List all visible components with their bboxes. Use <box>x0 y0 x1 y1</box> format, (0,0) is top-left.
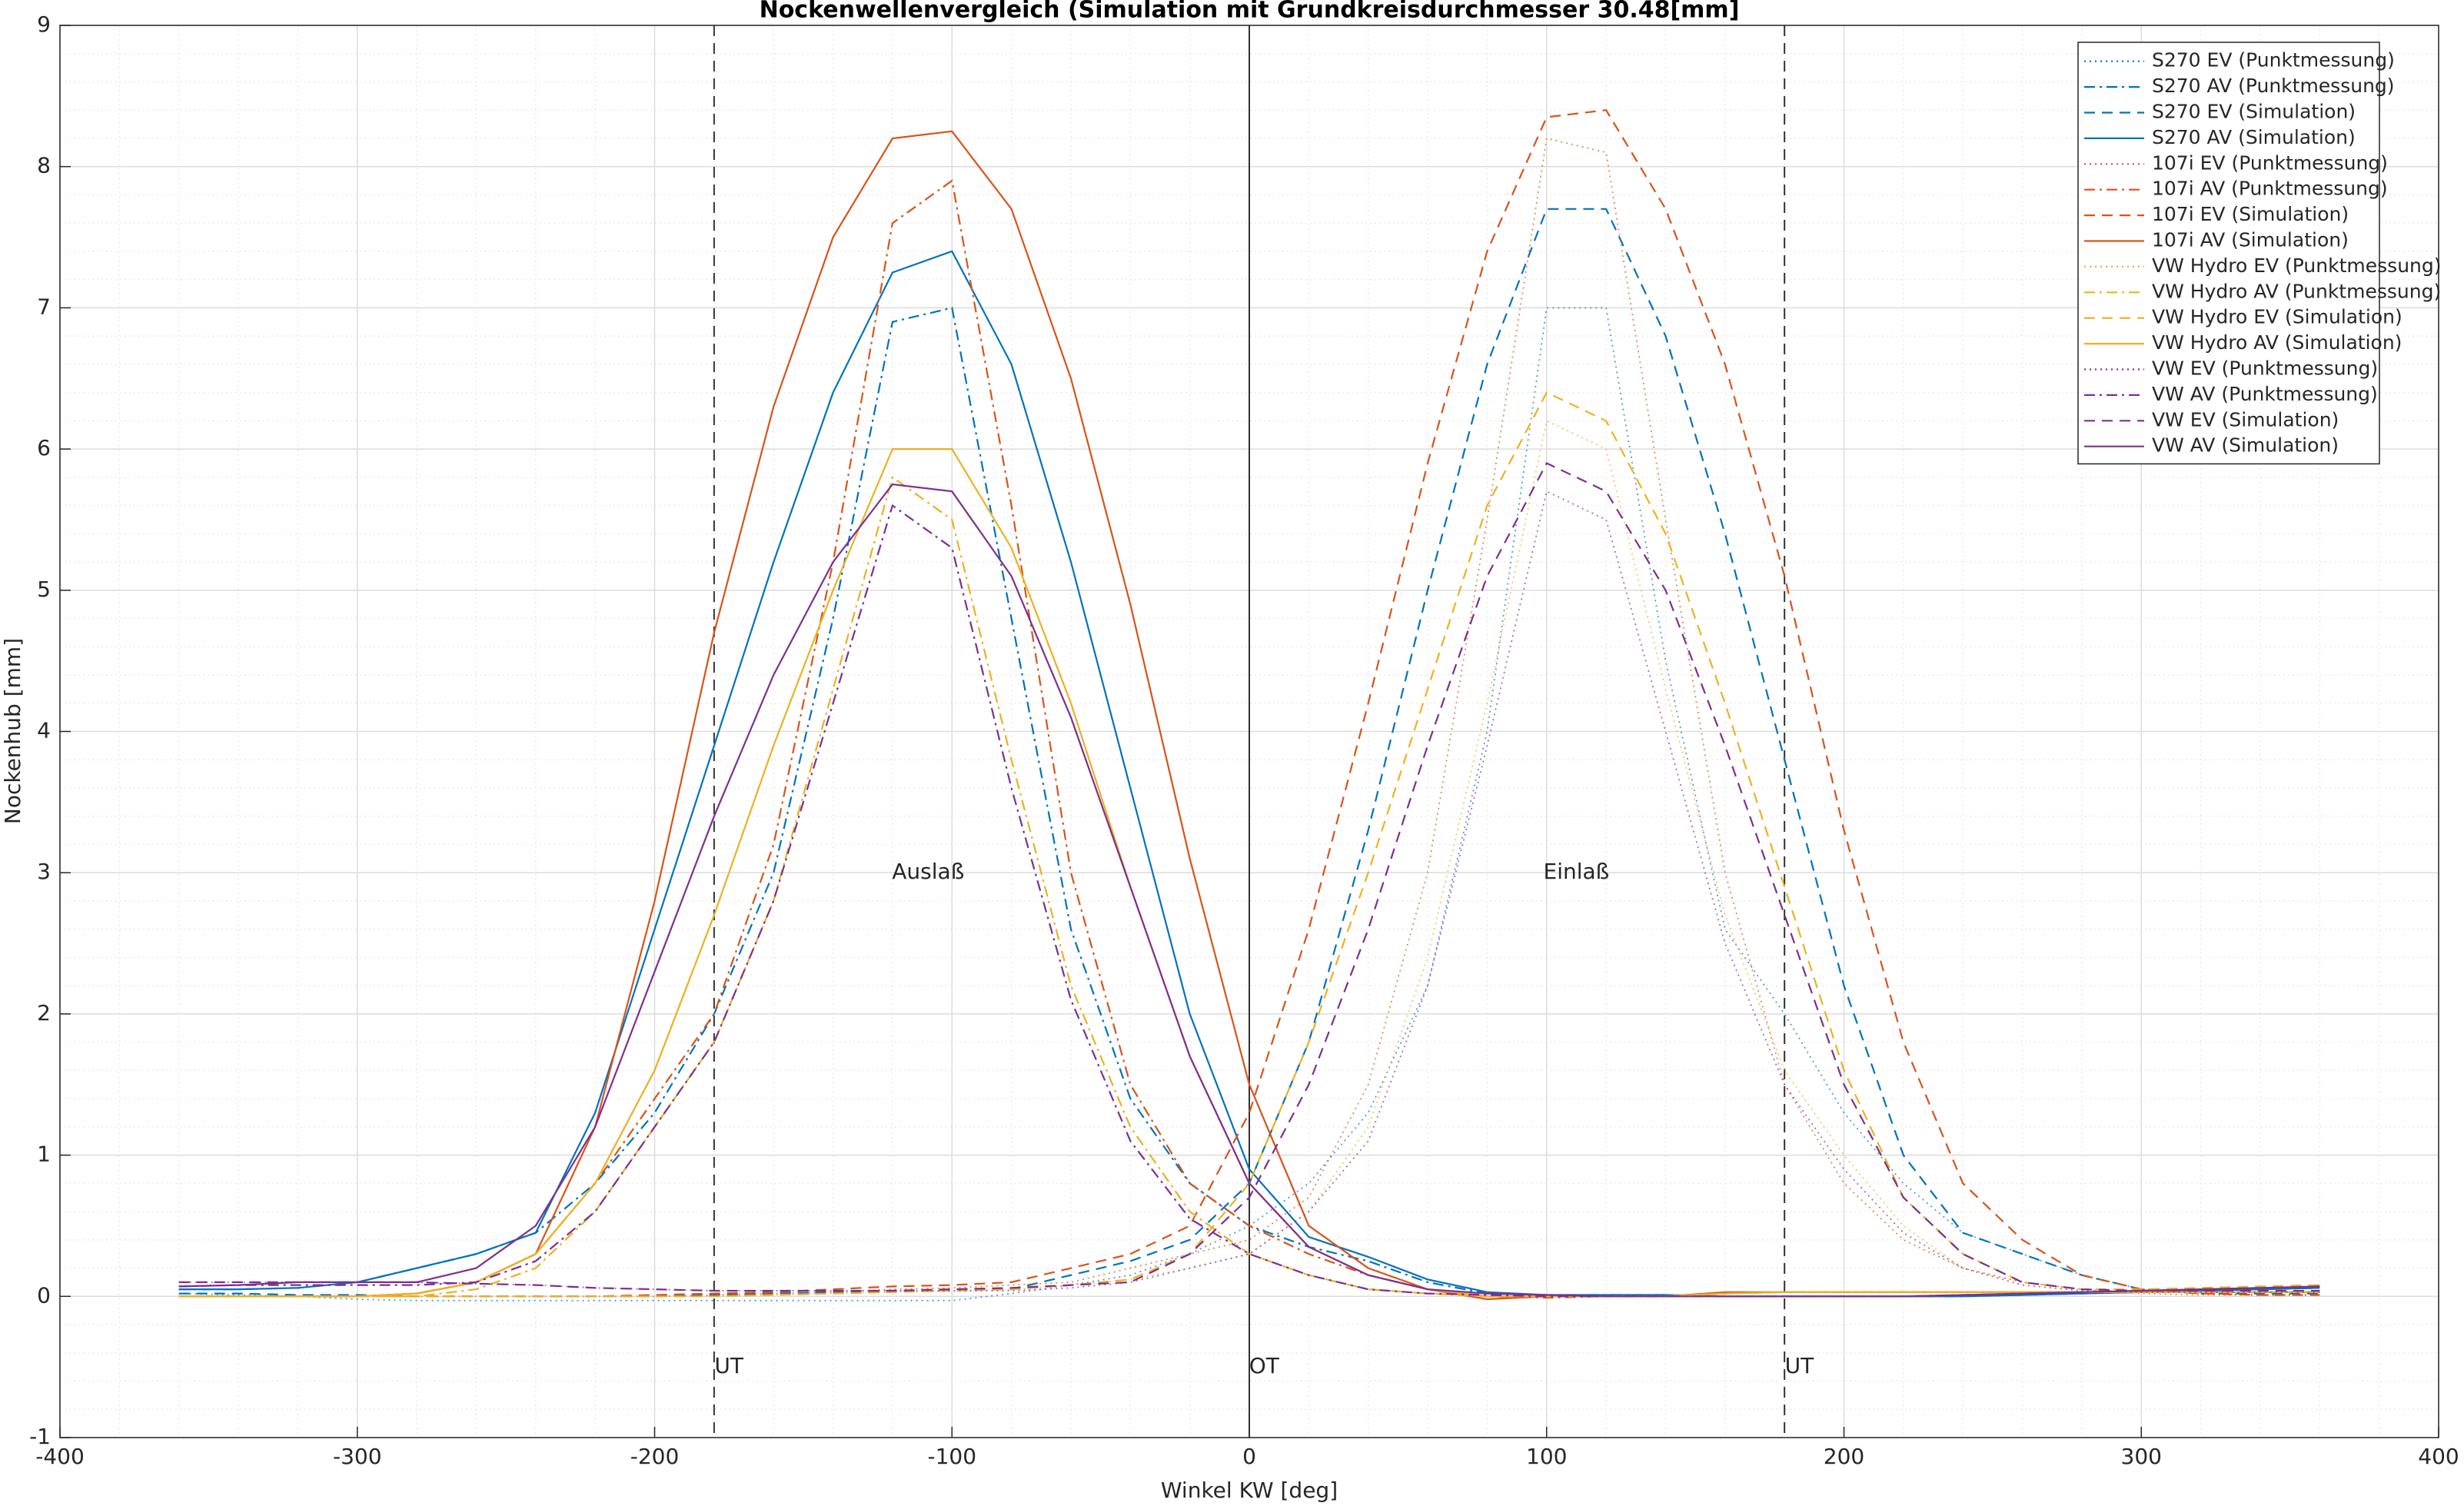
chart-title: Nockenwellenvergleich (Simulation mit Gr… <box>760 0 1740 24</box>
annotation: OT <box>1249 1353 1280 1378</box>
y-tick-label: 9 <box>37 12 51 37</box>
legend-label: VW AV (Simulation) <box>2152 434 2339 457</box>
y-tick-label: 1 <box>37 1142 51 1167</box>
y-tick-label: 0 <box>37 1282 51 1308</box>
y-tick-label: -1 <box>29 1424 51 1449</box>
legend-label: 107i AV (Punktmessung) <box>2152 178 2388 200</box>
y-axis-label: Nockenhub [mm] <box>0 638 25 824</box>
legend-label: S270 AV (Punktmessung) <box>2152 75 2395 97</box>
legend-label: VW Hydro EV (Simulation) <box>2152 306 2402 328</box>
legend-label: S270 EV (Punktmessung) <box>2152 49 2395 71</box>
legend-label: 107i AV (Simulation) <box>2152 229 2349 251</box>
legend-label: 107i EV (Simulation) <box>2152 203 2349 225</box>
x-tick-label: 300 <box>2121 1444 2162 1469</box>
y-tick-label: 8 <box>37 153 51 178</box>
y-tick-label: 5 <box>37 577 51 602</box>
series-line <box>178 391 2320 1298</box>
annotation: Auslaß <box>892 859 964 884</box>
legend-label: VW Hydro AV (Punktmessung) <box>2152 280 2441 302</box>
series-line <box>178 462 2320 1292</box>
y-tick-label: 4 <box>37 718 51 743</box>
y-tick-label: 3 <box>37 859 51 884</box>
x-tick-label: 400 <box>2418 1444 2459 1469</box>
x-axis-label: Winkel KW [deg] <box>1161 1478 1338 1503</box>
x-tick-label: -100 <box>927 1444 976 1469</box>
legend-label: S270 EV (Simulation) <box>2152 101 2356 123</box>
legend-label: VW Hydro AV (Simulation) <box>2152 331 2402 354</box>
x-tick-label: -300 <box>333 1444 382 1469</box>
legend-label: S270 AV (Simulation) <box>2152 126 2356 148</box>
annotation: UT <box>1785 1353 1814 1378</box>
series-line <box>178 137 2320 1298</box>
legend-label: 107i EV (Punktmessung) <box>2152 151 2388 174</box>
x-tick-label: -400 <box>35 1444 85 1469</box>
legend-label: VW Hydro EV (Punktmessung) <box>2152 254 2442 277</box>
plot-lines <box>178 109 2320 1302</box>
series-line <box>178 250 2320 1298</box>
y-tick-label: 6 <box>37 435 51 460</box>
axes-box <box>59 25 2439 1438</box>
x-tick-label: 200 <box>1824 1444 1864 1469</box>
y-tick-label: 7 <box>37 294 51 319</box>
annotation: UT <box>714 1353 743 1378</box>
x-tick-label: 0 <box>1242 1444 1256 1469</box>
x-tick-label: 100 <box>1526 1444 1567 1469</box>
legend-label: VW EV (Punktmessung) <box>2152 357 2378 380</box>
legend-label: VW EV (Simulation) <box>2152 408 2339 431</box>
annotation: Einlaß <box>1544 859 1610 884</box>
series-line <box>178 483 2320 1298</box>
x-tick-label: -200 <box>630 1444 680 1469</box>
y-tick-label: 2 <box>37 1000 51 1026</box>
series-line <box>178 475 2320 1298</box>
legend-label: VW AV (Punktmessung) <box>2152 383 2378 405</box>
